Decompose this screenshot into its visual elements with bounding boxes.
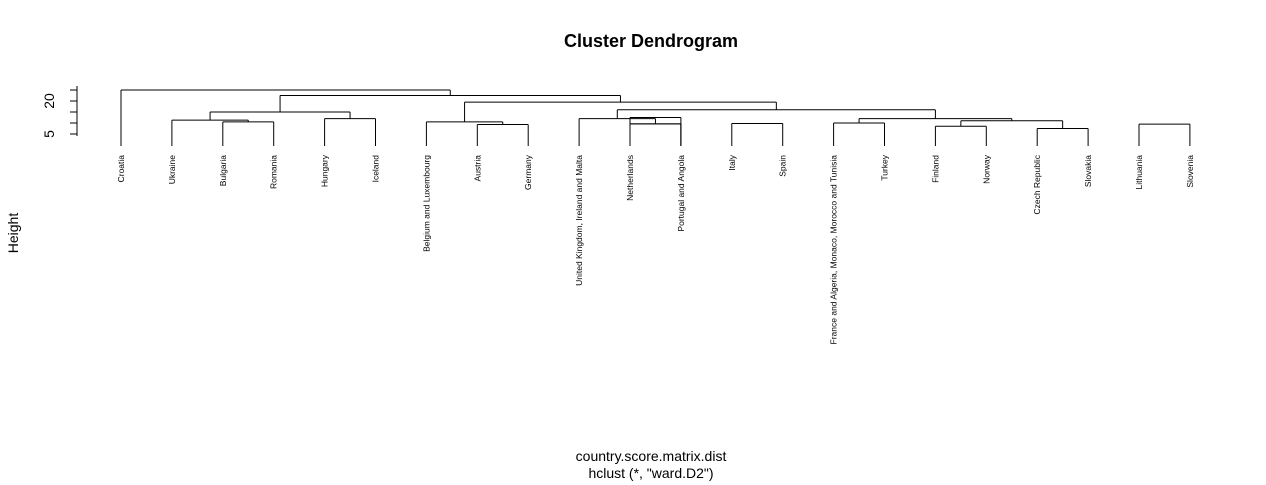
leaf-label: Italy <box>727 154 737 170</box>
x-axis-label: country.score.matrix.dist <box>576 448 727 464</box>
leaf-label: Czech Republic <box>1032 154 1042 214</box>
leaf-label: Croatia <box>116 155 126 183</box>
dendrogram-tree <box>120 89 1191 146</box>
chart-title: Cluster Dendrogram <box>564 31 738 51</box>
leaf-label: United Kingdom, Ireland and Malta <box>574 155 584 286</box>
leaf-label: Slovakia <box>1083 155 1093 187</box>
leaf-label: Austria <box>472 155 482 182</box>
leaf-label: Germany <box>523 154 533 190</box>
leaf-label: Lithuania <box>1134 155 1144 190</box>
leaf-label: Ukraine <box>167 155 177 185</box>
y-tick-label: 20 <box>41 93 57 109</box>
leaf-label: Turkey <box>880 154 890 180</box>
y-tick-label: 5 <box>41 130 57 138</box>
leaf-label: Iceland <box>371 155 381 183</box>
leaf-label: Romania <box>269 155 279 189</box>
method-sublabel: hclust (*, "ward.D2") <box>588 465 713 481</box>
y-axis: 5 20 <box>41 86 78 138</box>
leaf-label: France and Algeria, Monaco, Morocco and … <box>829 155 839 345</box>
leaf-label: Finland <box>930 155 940 183</box>
leaf-label: Hungary <box>320 154 330 187</box>
leaf-label: Bulgaria <box>218 155 228 186</box>
leaf-labels: Croatia Ukraine Bulgaria Romania Hungary Icel… <box>116 154 1195 344</box>
leaf-label: Portugal and Angola <box>676 155 686 232</box>
leaf-label: Norway <box>981 154 991 184</box>
leaf-label: Netherlands <box>625 155 635 201</box>
leaf-label: Spain <box>778 155 788 177</box>
y-axis-label: Height <box>5 213 21 254</box>
leaf-label: Slovenia <box>1185 155 1195 188</box>
leaf-label: Belgium and Luxembourg <box>421 155 431 252</box>
